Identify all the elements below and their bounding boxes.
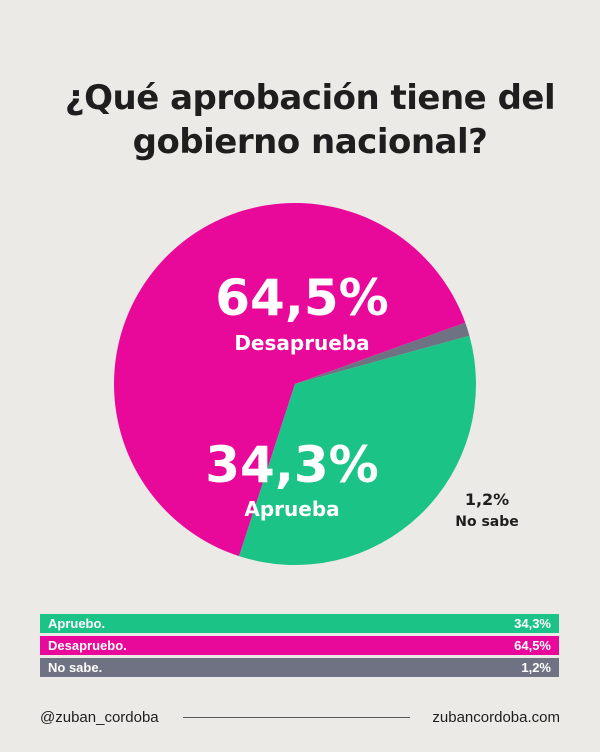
title-line-1: ¿Qué aprobación tiene del bbox=[64, 78, 556, 118]
legend-table: Apruebo. 34,3% Desapruebo. 64,5% No sabe… bbox=[40, 614, 559, 680]
legend-label-no-sabe: No sabe. bbox=[48, 660, 103, 675]
legend-value-aprueba: 34,3% bbox=[514, 616, 551, 631]
slice-desaprueba bbox=[114, 203, 466, 557]
footer-website: zubancordoba.com bbox=[432, 708, 560, 726]
legend-row-no-sabe: No sabe. 1,2% bbox=[40, 658, 559, 677]
footer-divider bbox=[182, 716, 411, 718]
slice-aprueba bbox=[239, 335, 477, 566]
data-label-desaprueba-name: Desaprueba bbox=[234, 331, 369, 355]
footer-handle: @zuban_cordoba bbox=[40, 708, 159, 726]
title-line-2: gobierno nacional? bbox=[132, 122, 488, 162]
legend-value-desaprueba: 64,5% bbox=[514, 638, 551, 653]
footer: @zuban_cordoba zubancordoba.com bbox=[40, 706, 560, 728]
legend-row-desaprueba: Desapruebo. 64,5% bbox=[40, 636, 559, 655]
pie-chart: 64,5% Desaprueba 34,3% Aprueba 1,2% No sabe bbox=[114, 203, 519, 566]
legend-label-aprueba: Apruebo. bbox=[48, 616, 106, 631]
legend-row-aprueba: Apruebo. 34,3% bbox=[40, 614, 559, 633]
data-label-desaprueba-value: 64,5% bbox=[215, 269, 388, 327]
chart-title: ¿Qué aprobación tiene del gobierno nacio… bbox=[40, 76, 580, 164]
data-label-no-sabe-name: No sabe bbox=[455, 514, 519, 530]
slice-no-sabe bbox=[295, 322, 470, 384]
legend-label-desaprueba: Desapruebo. bbox=[48, 638, 127, 653]
data-label-no-sabe-value: 1,2% bbox=[465, 490, 509, 509]
legend-value-no-sabe: 1,2% bbox=[521, 660, 551, 675]
data-label-aprueba-value: 34,3% bbox=[205, 436, 378, 494]
data-label-aprueba-name: Aprueba bbox=[244, 497, 339, 521]
